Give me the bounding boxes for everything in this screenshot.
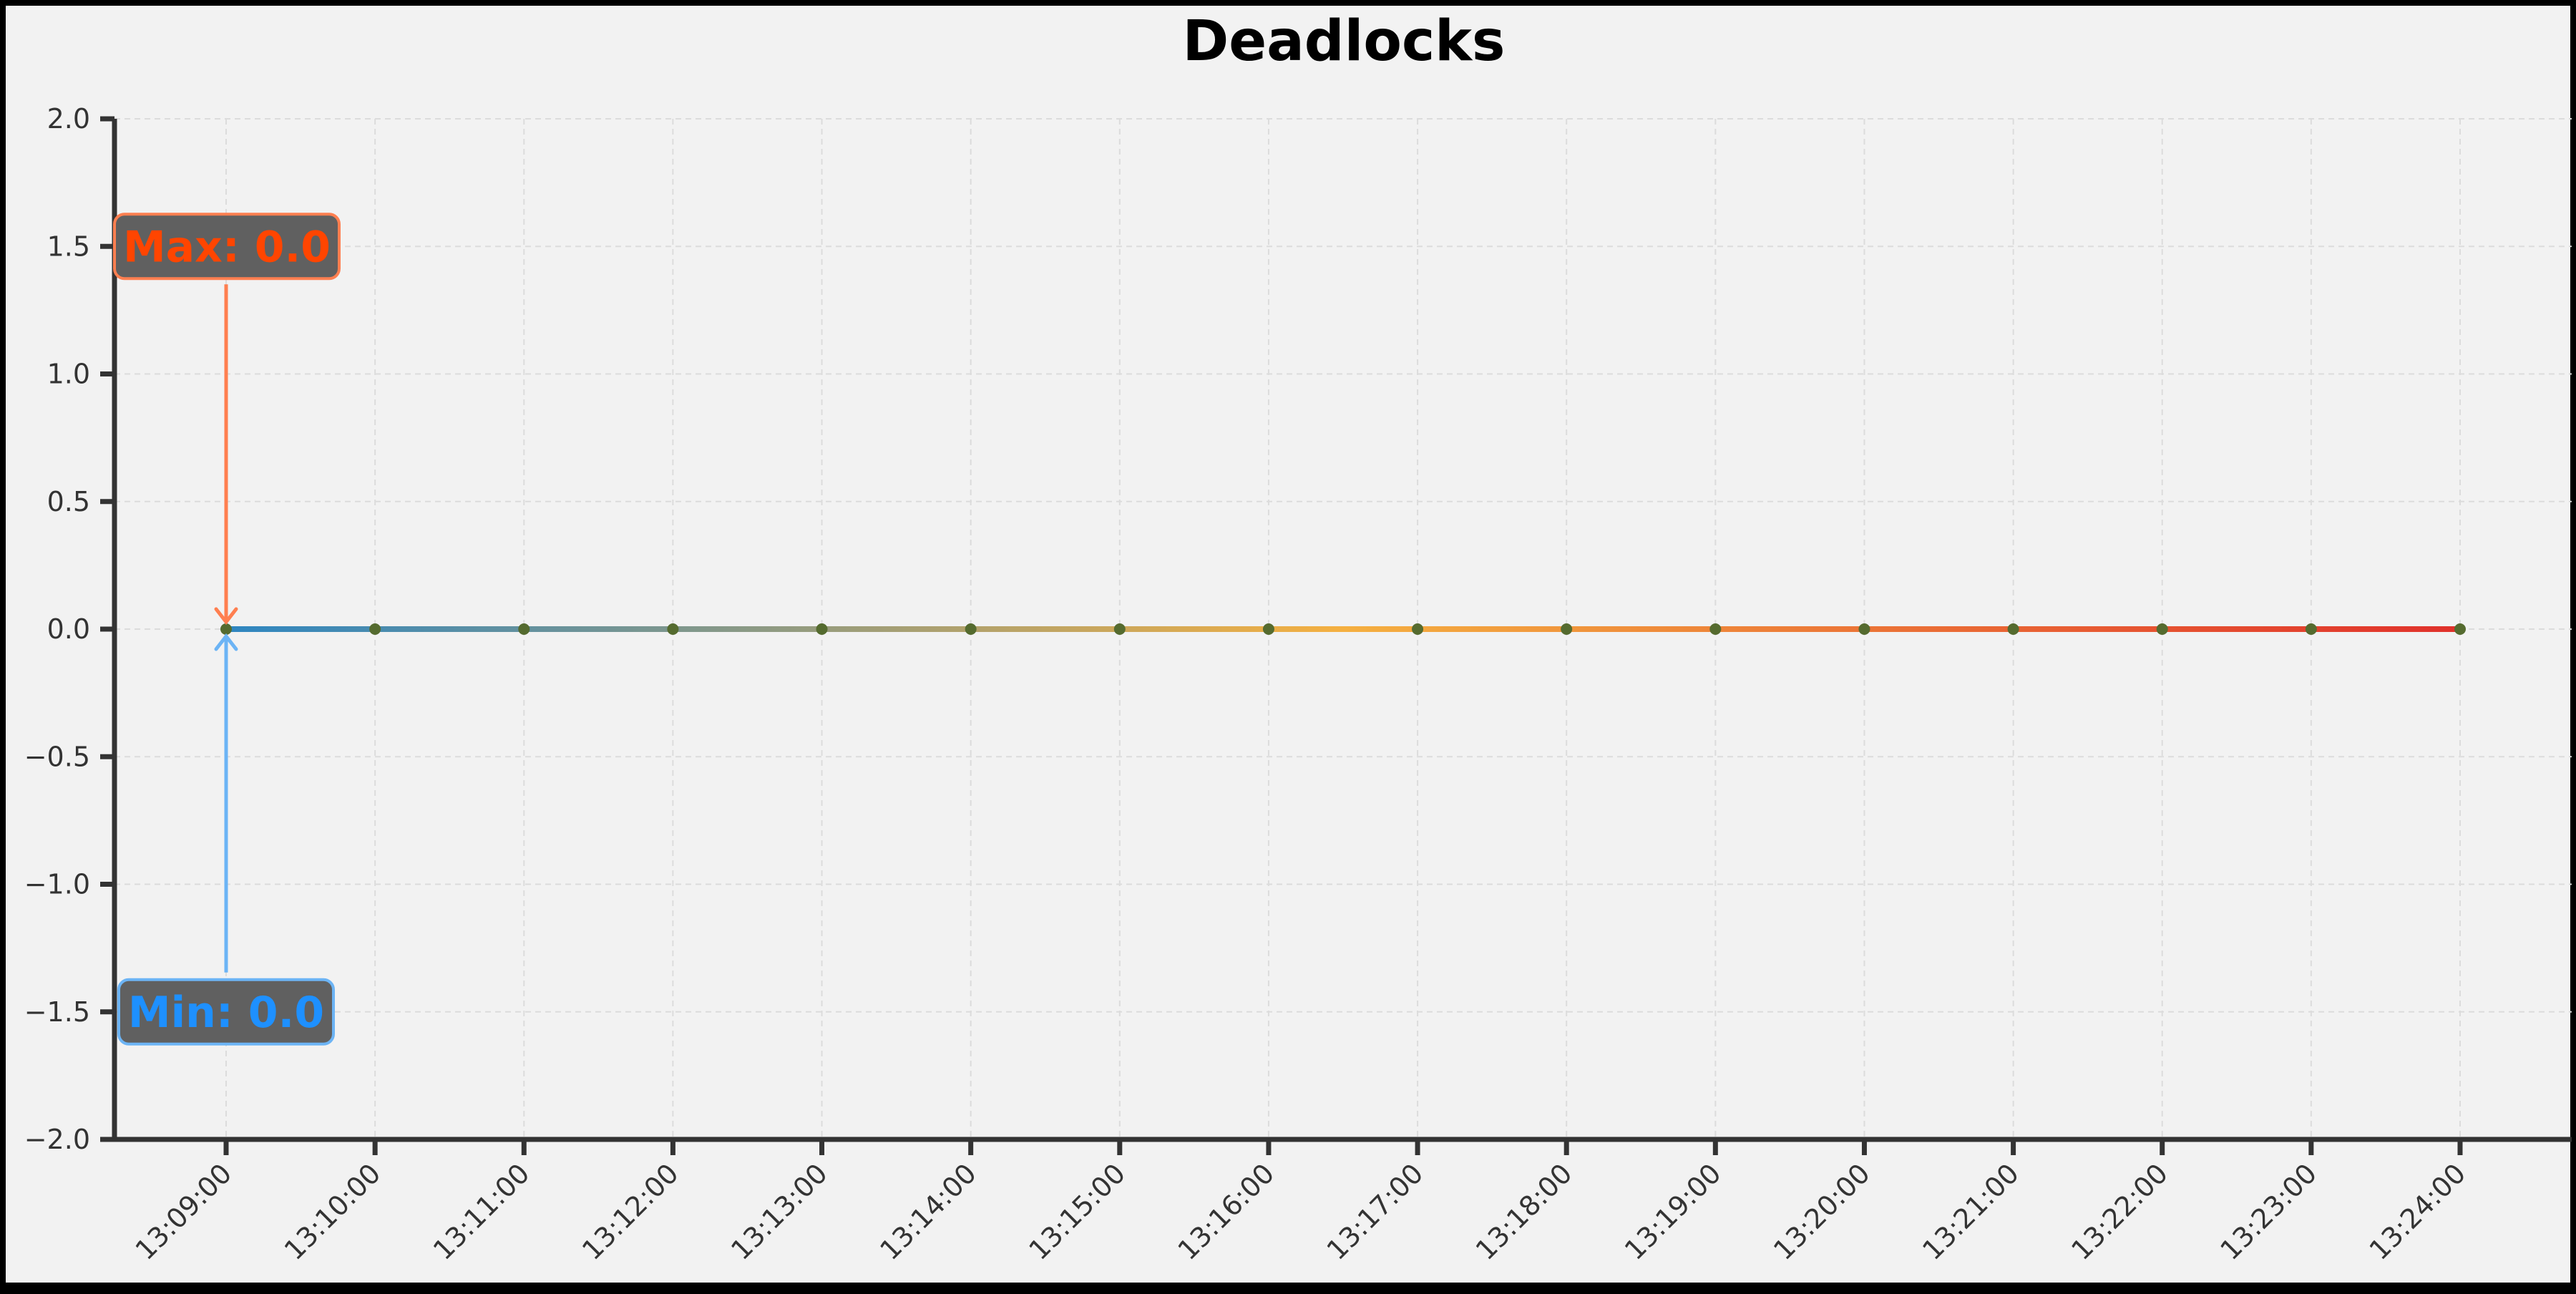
x-tick-label: 13:20:00 — [1767, 1157, 1876, 1266]
x-tick-label: 13:10:00 — [278, 1157, 387, 1266]
arrow-head-icon — [214, 607, 238, 626]
data-point — [2454, 623, 2466, 635]
x-tick-label: 13:22:00 — [2065, 1157, 2174, 1266]
chart-title: Deadlocks — [1183, 9, 1506, 74]
annotation-box — [117, 978, 335, 1046]
y-tick-label: 1.0 — [47, 359, 90, 390]
y-tick-label: 2.0 — [47, 103, 90, 135]
annotation-label: Max: 0.0 — [123, 222, 331, 272]
line-chart: Deadlocks 2.0 1.5 1.0 0.5 0.0 −0.5 −1.0 −1.5 −2.… — [24, 9, 2572, 1266]
data-point — [965, 623, 977, 635]
x-tick-label: 13:15:00 — [1023, 1157, 1131, 1266]
data-point — [518, 623, 530, 635]
data-point — [667, 623, 679, 635]
data-point — [2156, 623, 2168, 635]
series — [220, 623, 2466, 635]
annotation-label: Min: 0.0 — [128, 988, 324, 1038]
x-tick-label: 13:16:00 — [1172, 1157, 1281, 1266]
arrow-head-icon — [214, 633, 238, 651]
y-tick-label: −0.5 — [24, 741, 90, 772]
y-tick-label: −1.5 — [24, 996, 90, 1028]
x-tick-label: 13:18:00 — [1470, 1157, 1579, 1266]
x-axis-ticks: 13:09:00 13:10:00 13:11:00 13:12:00 13:13:00… — [130, 1139, 2472, 1266]
data-point — [1561, 623, 1573, 635]
y-tick-label: 1.5 — [47, 230, 90, 262]
y-tick-label: 0.5 — [47, 486, 90, 517]
data-point — [220, 623, 232, 635]
annotation-min: Min: 0.0 — [117, 633, 335, 1046]
annotations: Max: 0.0 Min: 0.0 — [113, 213, 341, 1046]
x-tick-label: 13:14:00 — [874, 1157, 982, 1266]
y-axis-ticks: 2.0 1.5 1.0 0.5 0.0 −0.5 −1.0 −1.5 −2.0 — [24, 103, 114, 1155]
x-tick-label: 13:23:00 — [2214, 1157, 2323, 1266]
data-point — [1113, 623, 1126, 635]
data-point — [2007, 623, 2019, 635]
annotation-max: Max: 0.0 — [113, 213, 341, 626]
y-tick-label: 0.0 — [47, 613, 90, 645]
data-point — [1262, 623, 1274, 635]
x-tick-label: 13:09:00 — [130, 1157, 238, 1266]
data-point — [1412, 623, 1424, 635]
x-tick-label: 13:11:00 — [427, 1157, 536, 1266]
y-tick-label: −2.0 — [24, 1124, 90, 1155]
data-point — [1709, 623, 1722, 635]
data-point — [369, 623, 381, 635]
x-tick-label: 13:21:00 — [1916, 1157, 2025, 1266]
data-point — [816, 623, 828, 635]
x-tick-label: 13:19:00 — [1619, 1157, 1727, 1266]
data-point — [2305, 623, 2317, 635]
annotation-box — [113, 213, 341, 281]
x-tick-label: 13:17:00 — [1321, 1157, 1430, 1266]
x-tick-label: 13:24:00 — [2363, 1157, 2472, 1266]
x-tick-label: 13:12:00 — [576, 1157, 685, 1266]
y-tick-label: −1.0 — [24, 869, 90, 900]
data-point — [1858, 623, 1870, 635]
x-tick-label: 13:13:00 — [725, 1157, 834, 1266]
